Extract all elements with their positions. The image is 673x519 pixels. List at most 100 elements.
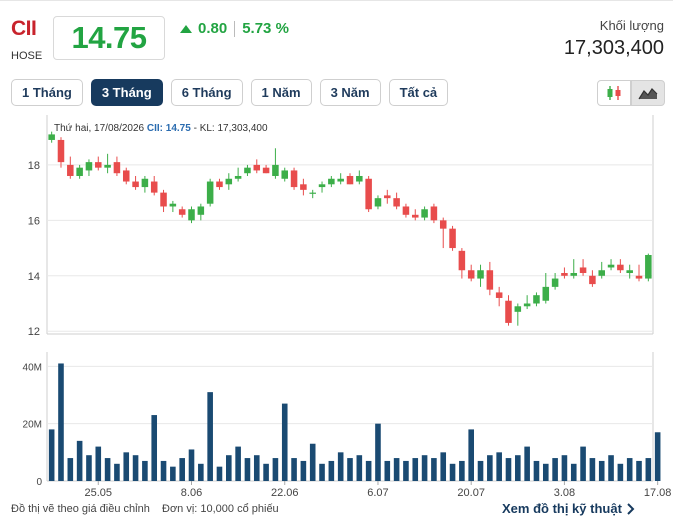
candle-body [449,228,456,249]
technical-chart-link-label: Xem đồ thị kỹ thuật [502,501,622,516]
volume-bar [347,458,353,481]
price-y-tick: 14 [28,271,40,283]
candle-body [67,164,74,176]
hover-volume: KL: 17,303,400 [199,123,268,134]
volume-bar [291,458,297,481]
price-y-tick: 16 [28,215,40,227]
volume-bar [421,455,428,481]
volume-bar [403,460,409,481]
volume-bar [580,446,586,481]
volume-y-tick: 40M [23,362,42,373]
candle-body [374,198,382,207]
candle-body [104,164,111,168]
candle-body [234,175,242,179]
x-tick-label: 17.08 [644,487,672,499]
volume-bar [375,423,381,481]
candle-body [160,192,167,207]
x-tick-label: 6.07 [367,487,388,499]
price-y-tick: 12 [28,326,40,337]
volume-bar [459,460,465,481]
volume-bar [412,458,419,481]
volume-bar [132,455,139,481]
candle-body [495,292,503,298]
area-chart-icon [638,88,658,100]
candle-body [579,267,587,274]
candle-body [598,270,605,276]
candle-body [533,295,540,304]
volume-bar [477,460,484,481]
volume-bar [505,458,512,481]
volume-bar [263,463,269,481]
candle-body [411,214,419,218]
volume-bar [626,458,633,481]
price-chart: 12 14 16 18 [28,115,654,337]
tab-6-months[interactable]: 6 Tháng [170,79,243,106]
volume-bar [207,392,213,481]
candle-body [477,270,484,279]
change-separator [234,20,236,37]
area-chart-button[interactable] [631,80,665,106]
tab-all[interactable]: Tất cả [388,79,449,106]
candle-body [356,175,363,182]
hover-price: CII: 14.75 [146,123,191,134]
volume-bar [645,458,652,481]
range-tabs: 1 Tháng 3 Tháng 6 Tháng 1 Năm 3 Năm Tất … [11,79,449,106]
volume-bar [431,458,437,481]
volume-bar [524,446,530,481]
candle-body [430,206,438,221]
volume-bar [468,429,474,481]
volume-value: 17,303,400 [563,37,664,59]
volume-bar [515,455,521,481]
volume-bar [58,363,64,481]
candle-body [402,206,410,215]
tab-1-month[interactable]: 1 Tháng [11,79,83,106]
tab-1-year[interactable]: 1 Năm [250,79,312,106]
volume-bar [384,460,391,481]
candle-body [617,264,624,271]
tab-3-months[interactable]: 3 Tháng [90,79,163,106]
candle-body [337,178,344,182]
volume-bar [198,463,204,481]
candle-body [607,264,615,268]
candle-body [272,164,279,176]
volume-bar [319,463,325,481]
price-y-tick: 18 [28,160,40,172]
volume-bar [272,458,279,481]
technical-chart-link[interactable]: Xem đồ thị kỹ thuật [502,501,635,516]
exchange-label: HOSE [11,50,43,62]
candle-body [626,270,633,274]
candle-body [216,181,223,188]
hover-info: Thứ hai, 17/08/2026 CII: 14.75 - KL: 17,… [54,123,268,134]
candle-body [290,170,298,188]
volume-bar [142,460,148,481]
volume-bar [570,463,577,481]
volume-label: Khối lượng [599,18,664,33]
candlestick-button[interactable] [597,80,631,106]
chart-type-switch [597,80,665,106]
volume-bar [449,463,456,481]
volume-y-tick: 0 [36,477,42,488]
volume-bar [188,449,195,481]
candle-body [300,184,307,190]
tab-3-years[interactable]: 3 Năm [319,79,381,106]
candle-body [197,206,205,215]
volume-bar [542,463,549,481]
volume-bar [636,460,642,481]
candle-body [113,162,121,174]
candle-body [244,167,251,174]
candle-body [645,254,652,279]
volume-bar [393,458,400,481]
volume-y-tick: 20M [23,420,42,431]
x-tick-label: 3.08 [554,487,575,499]
volume-bar [179,458,185,481]
candle-body [48,134,55,140]
volume-bar [300,460,307,481]
volume-bar [533,460,540,481]
volume-bar [356,455,363,481]
volume-bar [328,460,335,481]
candle-body [178,209,186,215]
candle-body [141,178,149,188]
candle-body [421,209,428,218]
volume-bar [365,460,372,481]
volume-bar [487,455,493,481]
